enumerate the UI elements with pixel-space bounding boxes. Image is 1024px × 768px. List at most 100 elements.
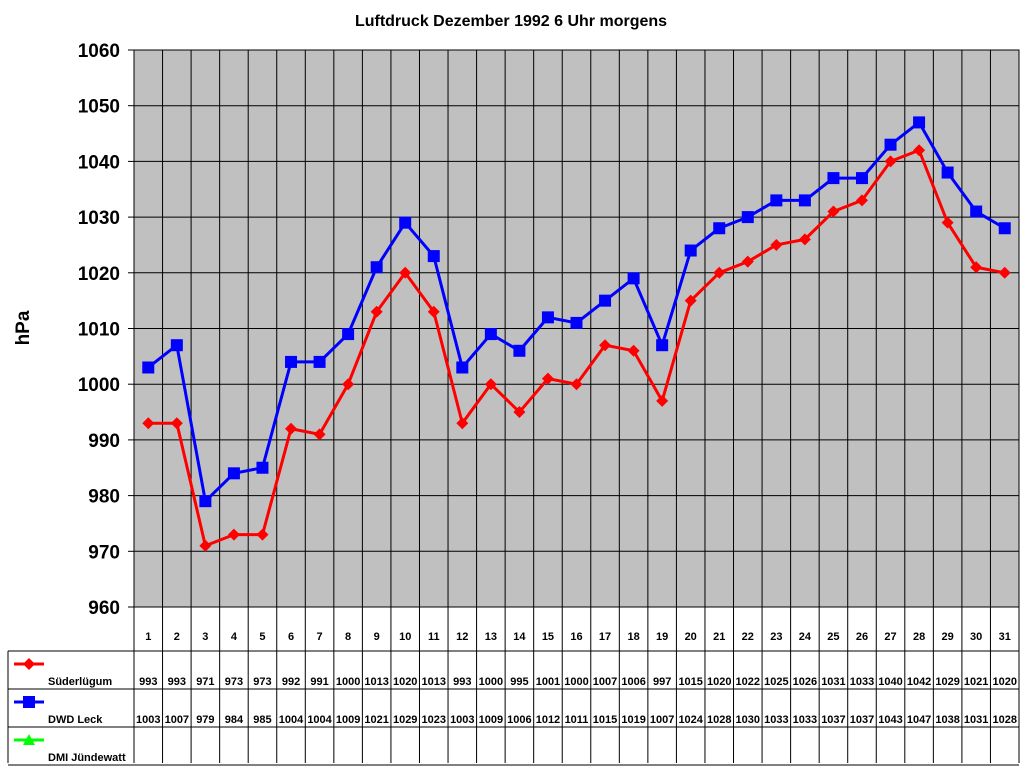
x-tick-label: 25 (827, 631, 839, 643)
data-point (970, 261, 983, 274)
data-point (770, 238, 783, 251)
data-point (285, 422, 298, 435)
data-label: 991 (310, 676, 328, 688)
data-point (656, 339, 669, 352)
y-tick-label: 980 (88, 487, 120, 508)
data-label: 1003 (136, 714, 160, 726)
data-point (770, 194, 783, 207)
y-tick-label: 1030 (78, 208, 120, 229)
x-tick-label: 23 (770, 631, 782, 643)
data-label: 1021 (964, 676, 988, 688)
data-label: 1020 (393, 676, 417, 688)
data-label: 1007 (165, 714, 189, 726)
x-tick-label: 27 (884, 631, 896, 643)
data-label: 1001 (536, 676, 560, 688)
data-label: 1029 (935, 676, 959, 688)
x-tick-label: 10 (399, 631, 411, 643)
data-point (570, 316, 583, 329)
data-point (741, 211, 754, 224)
data-label: 1009 (336, 714, 360, 726)
data-point (913, 116, 926, 129)
data-point (884, 155, 897, 168)
x-tick-label: 7 (317, 631, 323, 643)
data-label: 1033 (850, 676, 874, 688)
x-tick-label: 22 (742, 631, 754, 643)
data-point (285, 355, 298, 368)
data-label: 1004 (279, 714, 304, 726)
data-point (913, 144, 926, 157)
data-point (342, 328, 355, 341)
data-point (884, 138, 897, 151)
data-label: 1021 (364, 714, 388, 726)
data-point (713, 266, 726, 279)
data-point (798, 194, 811, 207)
data-label: 1030 (736, 714, 760, 726)
data-point (199, 495, 212, 508)
data-point (599, 294, 612, 307)
data-point (827, 172, 840, 185)
x-tick-label: 11 (428, 631, 440, 643)
data-point (684, 244, 697, 257)
data-label: 995 (510, 676, 528, 688)
x-tick-label: 31 (999, 631, 1011, 643)
y-tick-label: 990 (88, 431, 120, 452)
data-point (855, 172, 868, 185)
x-tick-label: 5 (259, 631, 265, 643)
data-label: 1007 (650, 714, 674, 726)
data-point (370, 261, 383, 274)
data-label: 1042 (907, 676, 931, 688)
data-point (170, 339, 183, 352)
data-point (513, 406, 526, 419)
data-point (513, 344, 526, 357)
data-label: 1043 (878, 714, 902, 726)
x-tick-label: 8 (345, 631, 351, 643)
data-label: 1020 (707, 676, 731, 688)
data-label: 1000 (479, 676, 503, 688)
data-label: 984 (225, 714, 244, 726)
data-point (142, 417, 155, 430)
x-tick-label: 1 (145, 631, 151, 643)
data-point (227, 467, 240, 480)
x-tick-label: 15 (542, 631, 554, 643)
x-tick-label: 2 (174, 631, 180, 643)
y-tick-label: 1040 (78, 152, 120, 173)
data-label: 993 (139, 676, 157, 688)
x-tick-label: 26 (856, 631, 868, 643)
x-tick-label: 16 (570, 631, 582, 643)
data-label: 1009 (479, 714, 503, 726)
x-tick-label: 30 (970, 631, 982, 643)
x-tick-label: 17 (599, 631, 611, 643)
legend-label: Süderlügum (48, 676, 112, 688)
data-point (342, 378, 355, 391)
y-tick-label: 1050 (78, 97, 120, 118)
data-point (484, 328, 497, 341)
data-label: 979 (196, 714, 214, 726)
data-label: 1024 (678, 714, 703, 726)
y-tick-label: 1020 (78, 264, 120, 285)
legend-marker (23, 658, 35, 670)
data-point (541, 372, 554, 385)
data-label: 1019 (621, 714, 645, 726)
data-point (256, 461, 269, 474)
data-label: 1000 (336, 676, 360, 688)
data-point (456, 361, 469, 374)
data-label: 973 (225, 676, 243, 688)
x-tick-label: 21 (713, 631, 725, 643)
data-point (256, 528, 269, 541)
data-point (798, 233, 811, 246)
data-point (227, 528, 240, 541)
legend-marker (23, 696, 35, 708)
data-label: 997 (653, 676, 671, 688)
data-point (627, 272, 640, 285)
data-point (941, 216, 954, 229)
data-label: 1022 (736, 676, 760, 688)
data-label: 973 (253, 676, 271, 688)
data-label: 1015 (593, 714, 617, 726)
data-label: 1012 (536, 714, 560, 726)
data-label: 1033 (764, 714, 788, 726)
data-point (313, 428, 326, 441)
data-label: 1028 (992, 714, 1016, 726)
x-tick-label: 13 (485, 631, 497, 643)
